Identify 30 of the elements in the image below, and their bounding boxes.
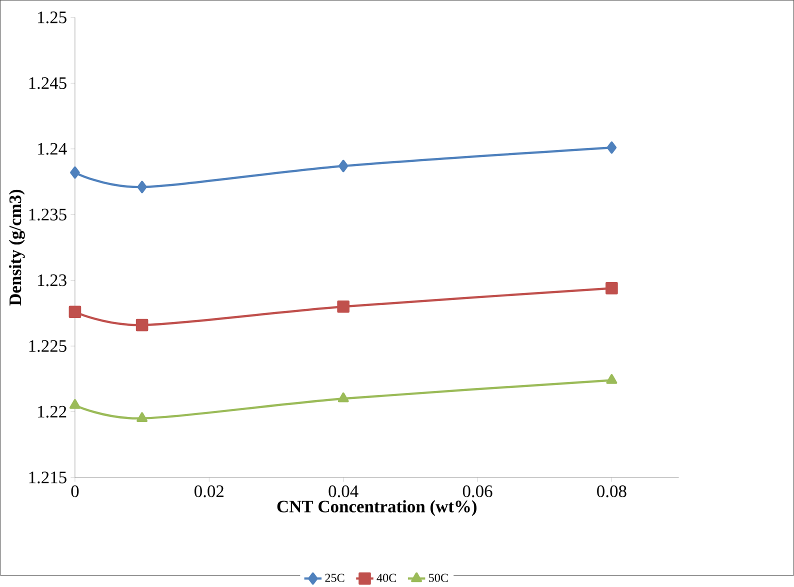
point [606, 374, 618, 384]
point [606, 141, 617, 154]
point [606, 282, 618, 294]
x-tick-label: 0.04 [328, 485, 358, 498]
y-tick-label: 1.25 [38, 11, 66, 24]
y-tick-label: 1.215 [29, 471, 66, 484]
x-tick-label: 0.08 [597, 485, 626, 498]
legend-label: 40C [376, 574, 396, 582]
point [70, 166, 80, 179]
point [338, 392, 349, 402]
x-tick-label: 0.06 [462, 485, 492, 498]
point [136, 412, 148, 422]
y-axis-title: Density (g/cm3) [8, 190, 25, 306]
point [337, 300, 350, 313]
y-tick-label: 1.22 [38, 406, 66, 418]
x-tick-label: 0 [71, 485, 79, 497]
y-tick-label: 1.23 [38, 274, 66, 286]
point [68, 306, 82, 318]
y-tick-label: 1.245 [29, 77, 66, 89]
point [136, 318, 148, 332]
point [69, 398, 80, 409]
legend-label: 25C [325, 574, 344, 582]
legend-label: 50C [429, 574, 448, 582]
y-tick-label: 1.24 [38, 142, 67, 155]
point [338, 160, 348, 172]
y-tick-label: 1.225 [29, 340, 66, 352]
point [137, 180, 147, 193]
x-tick-label: 0.02 [194, 485, 224, 498]
y-tick-label: 1.235 [29, 208, 66, 220]
x-axis-title: CNT Concentration (wt%) [277, 500, 476, 516]
